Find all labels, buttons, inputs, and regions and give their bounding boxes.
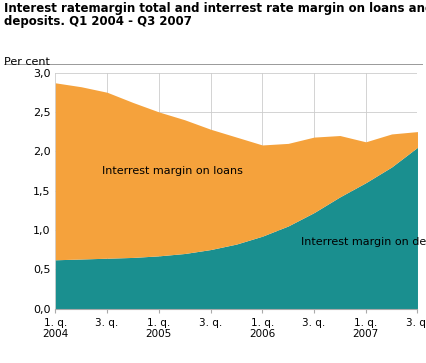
Text: Interrest margin on deposits: Interrest margin on deposits: [301, 237, 426, 247]
Text: Interrest margin on loans: Interrest margin on loans: [102, 166, 243, 176]
Text: deposits. Q1 2004 - Q3 2007: deposits. Q1 2004 - Q3 2007: [4, 15, 192, 28]
Text: Interest ratemargin total and interrest rate margin on loans and: Interest ratemargin total and interrest …: [4, 2, 426, 15]
Text: Per cent: Per cent: [4, 57, 50, 67]
